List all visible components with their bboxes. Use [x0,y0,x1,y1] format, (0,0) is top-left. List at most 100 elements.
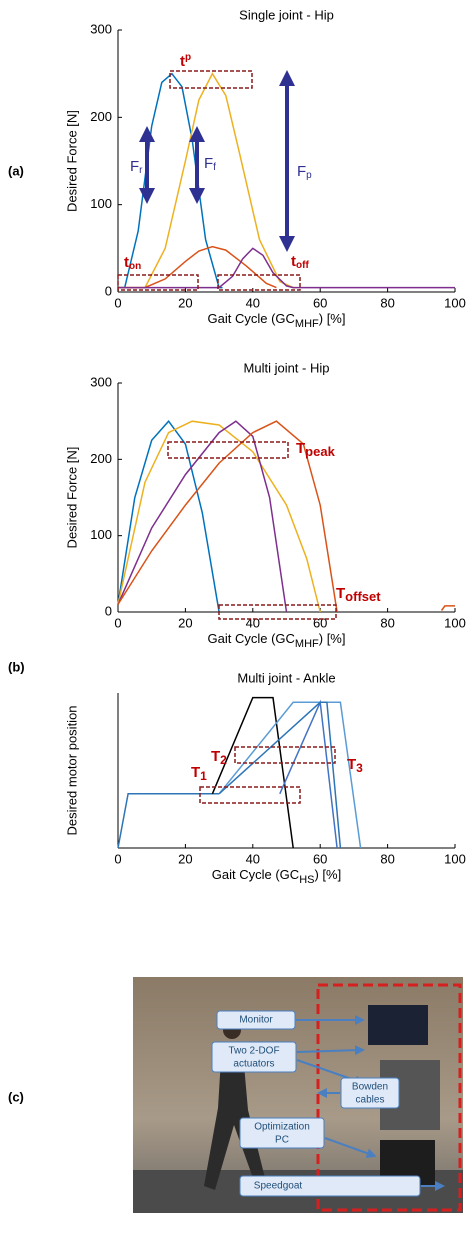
panel-label: (b) [8,659,25,674]
photo-label: Bowden [352,1082,388,1093]
label-box [239,1117,325,1149]
chart: 0 20 40 60 80 100 Multi joint - Ankle Desired m… [64,670,465,885]
x-tick-label: 80 [380,851,394,866]
x-tick-label: 100 [444,295,466,310]
x-axis-label-part: MHF [295,318,319,330]
y-tick-label: 300 [90,21,112,36]
x-tick-label: 40 [246,615,260,630]
x-tick-label: 0 [114,851,121,866]
arrow [324,1137,377,1159]
x-tick-label: 60 [313,295,327,310]
x-axis-label-part: MHF [295,638,319,650]
x-tick-label: 80 [380,615,394,630]
dashed-box [169,70,253,89]
panel-label: (c) [8,1089,24,1104]
annotations-b: Tpeak Toffset [167,440,381,620]
series-line [218,701,362,849]
y-tick-label: 0 [105,603,112,618]
x-axis-label-part: Gait Cycle (GC [212,867,299,882]
dashed-box [217,274,301,291]
y-tick-label: 200 [90,109,112,124]
x-tick-label: 100 [444,615,466,630]
x-tick-label: 20 [178,851,192,866]
label-box [211,1041,297,1073]
dashed-box [218,604,337,620]
x-tick-label: 0 [114,615,121,630]
x-tick-label: 20 [178,295,192,310]
y-axis-label: Desired Force [N] [64,110,79,212]
annotation: tp [180,52,191,70]
photo-labels: Monitor Two 2-DOF actuators Bowden cable… [211,1010,445,1197]
photo-label: actuators [233,1059,274,1070]
photo-label: Two 2-DOF [228,1046,279,1057]
annotation: Toffset [336,585,381,604]
series-line [117,420,288,613]
series-line [117,420,321,613]
annotation: ton [124,254,141,272]
chart: 0 20 40 60 80 100 0 100 200 300 Single joint - Hip… [64,7,465,329]
series-line [118,247,455,289]
y-tick-label: 100 [90,527,112,542]
x-axis-label-part: ) [%] [314,867,341,882]
arrow [296,1045,365,1056]
y-axis-label: Desired motor position [64,705,79,835]
annotation: toff [291,253,309,271]
annotations-c: T1 T2 T3 [191,746,363,804]
annotation: Ff [204,155,216,173]
label-box [340,1077,400,1109]
x-axis-label-part: HS [299,874,314,886]
x-tick-label: 60 [313,851,327,866]
series-line [117,420,220,613]
monitor [368,1005,428,1045]
chart-title: Single joint - Hip [239,7,334,22]
dashed-box [117,274,199,291]
dashed-box [234,746,336,764]
label-box [239,1175,421,1197]
photo-label: Optimization [254,1122,310,1133]
series-line [118,245,277,289]
x-tick-label: 40 [246,851,260,866]
label-box [216,1010,296,1030]
x-axis-label-part: ) [%] [319,311,346,326]
y-tick-label: 300 [90,374,112,389]
annotation: Tpeak [296,440,336,459]
dashed-box [167,441,289,459]
panel-label: (a) [8,163,24,178]
photo-label: Speedgoat [254,1181,303,1192]
chart-title: Multi joint - Hip [244,360,330,375]
annotation: Fr [130,158,143,176]
annotations-a: tp Fr Ff Fp ton toff [117,52,312,291]
annotation: T2 [211,748,227,767]
x-axis-label-part: Gait Cycle (GC [208,311,295,326]
annotation: Fp [297,163,312,181]
y-tick-label: 0 [105,283,112,298]
x-tick-label: 60 [313,615,327,630]
photo-label: PC [275,1135,289,1146]
x-tick-label: 20 [178,615,192,630]
x-tick-label: 80 [380,295,394,310]
x-axis-label-part: ) [%] [319,631,346,646]
series-line [218,701,342,849]
x-axis-label: Gait Cycle (GCHS) [%] [212,867,341,885]
photo: Monitor Two 2-DOF actuators Bowden cable… [133,977,463,1213]
annotation: T1 [191,764,207,783]
x-axis-label: Gait Cycle (GCMHF) [%] [208,311,346,329]
person [204,1042,268,1192]
y-tick-label: 200 [90,451,112,466]
series-line [117,793,220,849]
series-line [440,605,455,611]
series-line [117,420,338,613]
series-line [211,696,294,849]
x-tick-label: 100 [444,851,466,866]
annotation: T3 [347,756,363,775]
x-tick-label: 0 [114,295,121,310]
photo-label: Monitor [239,1015,273,1026]
x-axis-label: Gait Cycle (GCMHF) [%] [208,631,346,649]
y-tick-label: 100 [90,196,112,211]
photo-label: cables [356,1095,385,1106]
series-line [118,72,223,289]
x-axis-label-part: Gait Cycle (GC [208,631,295,646]
chart: 0 20 40 60 80 100 0 100 200 300 Multi joint - Hip D… [64,360,465,649]
x-tick-label: 40 [246,295,260,310]
